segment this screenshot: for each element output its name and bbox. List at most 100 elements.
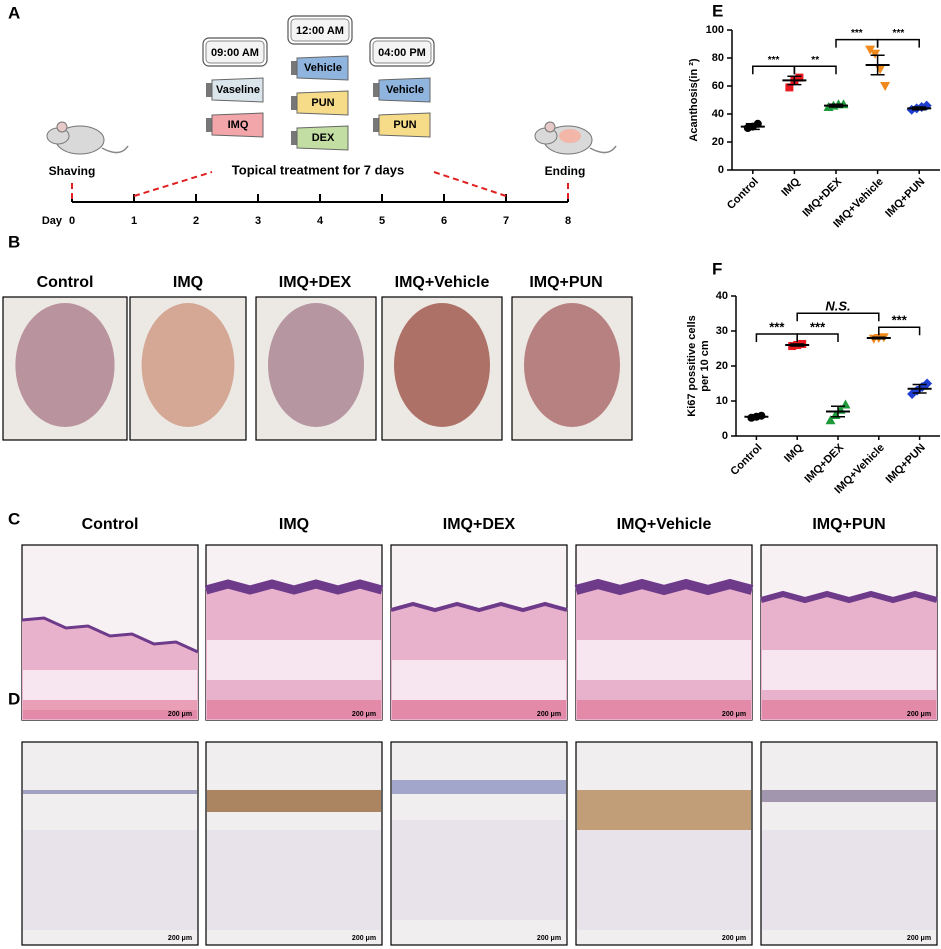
mouse-spot [559,129,581,143]
y-tick-label: 0 [722,430,728,442]
mouse-tail [101,145,129,154]
he-title: Control [82,516,139,533]
point [875,65,886,75]
mouse-ear [544,121,556,133]
muscle [392,700,566,719]
he-title: IMQ+DEX [443,516,516,533]
muscle [207,700,381,719]
x-tick-label: Control [728,442,764,478]
day-number: 0 [69,215,75,227]
photo-title: IMQ+DEX [279,274,352,291]
panel-letter: D [8,689,20,708]
day-label: Day [42,215,63,227]
point [865,45,876,55]
y-tick-label: 80 [712,52,724,64]
tube [296,90,349,116]
panel-letter: A [8,3,20,22]
panel-letter: C [8,509,20,528]
tube-label: PUN [393,119,416,131]
tube [378,77,431,103]
scale-bar: 200 μm [352,935,376,942]
skin-area [15,303,115,427]
significance: ** [811,55,819,66]
x-tick-label: IMQ+PUN [884,442,928,486]
scale-bar: 200 μm [537,711,561,718]
day-number: 8 [565,215,571,227]
y-tick-label: 100 [706,24,724,36]
significance: *** [892,313,908,328]
panel-letter: F [712,259,722,278]
clock-time: 09:00 AM [211,47,259,59]
error-bar [870,54,885,76]
bracket [876,38,920,48]
tube-cap [291,61,297,75]
significance: *** [769,319,785,334]
epidermis [390,601,568,613]
fat-layer [207,640,381,680]
error-bar [829,103,843,108]
epidermis [21,616,199,654]
skin-area [524,303,620,427]
error-bar [912,106,927,111]
x-tick-label: IMQ+DEX [800,175,844,219]
tube-cap [206,83,212,97]
skin-area [141,303,235,427]
epidermis [204,579,384,595]
clock-inner [205,40,265,64]
tube-label: PUN [311,97,334,109]
y-tick-label: 0 [718,164,724,176]
ihc-dermis [207,830,381,930]
tube-label: IMQ [228,119,249,131]
point [825,415,836,425]
fat-layer [577,640,751,680]
y-axis-label: per 10 cm [699,340,711,392]
bracket [796,312,880,322]
tube-cap [373,118,379,132]
x-tick-label: Control [725,176,761,212]
photo-title: Control [37,274,94,291]
he-title: IMQ+PUN [812,516,885,533]
ihc-epidermis [207,790,381,812]
tube-cap [206,118,212,132]
end-label: Ending [545,164,586,178]
scale-bar: 200 μm [907,711,931,718]
significance: *** [768,55,780,66]
error-bar [831,405,845,418]
y-tick-label: 20 [712,136,724,148]
he-title: IMQ [279,516,309,533]
day-number: 3 [255,215,261,227]
point [922,378,933,389]
muscle [762,700,936,719]
panel-letter: B [8,232,20,251]
ihc-epidermis [577,790,751,830]
tube [296,125,349,151]
y-tick-label: 40 [716,290,728,302]
treatment-label: Topical treatment for 7 days [232,162,404,177]
clock-time: 04:00 PM [378,47,426,59]
point [795,73,804,82]
tube [378,112,431,138]
point [840,399,851,409]
x-tick-label: IMQ [779,175,802,198]
photo-title: IMQ+Vehicle [395,274,490,291]
significance: *** [851,28,863,39]
error-bar [787,75,802,86]
ihc-dermis [762,830,936,930]
epidermis [760,590,938,604]
tube-cap [291,96,297,110]
dash [433,171,507,197]
scale-bar: 200 μm [168,711,192,718]
bracket [755,333,798,342]
y-tick-label: 20 [716,360,728,372]
tube-label: Vaseline [216,84,260,96]
ihc-dermis [392,820,566,920]
epidermis [574,578,754,596]
ihc-dermis [577,830,751,930]
x-tick-label: IMQ [782,441,805,464]
tube-label: Vehicle [304,62,342,74]
scale-bar: 200 μm [722,711,746,718]
bracket [793,65,837,75]
mouse-ear [56,121,68,133]
tube-cap [373,83,379,97]
day-number: 4 [317,215,324,227]
